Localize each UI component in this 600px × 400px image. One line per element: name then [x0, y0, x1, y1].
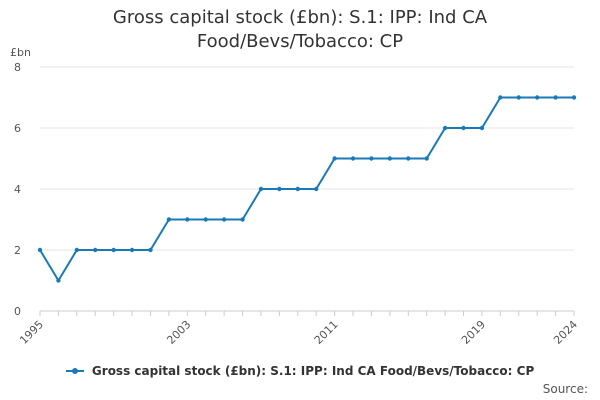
data-point[interactable]	[277, 186, 282, 192]
x-tick-label: 2011	[312, 318, 341, 347]
source-label: Source:	[542, 382, 588, 396]
data-point[interactable]	[350, 156, 356, 161]
data-point[interactable]	[295, 186, 300, 192]
data-point[interactable]	[498, 95, 503, 100]
data-point[interactable]	[553, 95, 558, 100]
data-point[interactable]	[148, 247, 153, 253]
data-point[interactable]	[461, 125, 466, 131]
data-point[interactable]	[74, 247, 80, 253]
x-tick-label: 2024	[551, 318, 580, 347]
data-point[interactable]	[203, 217, 208, 222]
legend-label: Gross capital stock (£bn): S.1: IPP: Ind…	[91, 364, 535, 378]
data-point[interactable]	[258, 186, 264, 192]
data-point[interactable]	[240, 217, 245, 222]
x-tick-label: 1995	[17, 318, 46, 347]
data-point[interactable]	[424, 156, 429, 161]
x-axis-ticks: 1995 2003 2011 2019 2024	[17, 311, 580, 347]
y-tick-label: 8	[14, 61, 21, 74]
chart-title: Gross capital stock (£bn): S.1: IPP: Ind…	[0, 6, 600, 54]
legend[interactable]: Gross capital stock (£bn): S.1: IPP: Ind…	[0, 364, 600, 378]
chart-title-line-2: Food/Bevs/Tobacco: CP	[196, 31, 404, 52]
y-tick-label: 2	[14, 244, 21, 257]
series-group	[37, 95, 577, 283]
data-point[interactable]	[387, 156, 393, 161]
data-point[interactable]	[221, 217, 227, 222]
y-tick-label: 4	[14, 183, 21, 196]
gridlines	[40, 66, 574, 251]
data-point[interactable]	[166, 217, 172, 222]
y-axis-ticks: 0 2 4 6 8	[14, 61, 21, 318]
data-point[interactable]	[93, 247, 98, 253]
legend-swatch	[65, 367, 84, 374]
data-point[interactable]	[479, 125, 485, 131]
data-point[interactable]	[571, 95, 577, 100]
x-tick-label: 2003	[164, 318, 193, 347]
data-point[interactable]	[314, 186, 319, 192]
data-point[interactable]	[332, 156, 337, 161]
data-point[interactable]	[534, 95, 540, 100]
data-point[interactable]	[516, 95, 521, 100]
data-point[interactable]	[369, 156, 374, 161]
data-point[interactable]	[442, 125, 448, 131]
y-tick-label: 0	[14, 305, 21, 318]
data-point[interactable]	[111, 247, 116, 253]
data-point[interactable]	[406, 156, 411, 161]
data-point[interactable]	[56, 278, 61, 283]
data-point[interactable]	[185, 217, 190, 222]
series-line	[39, 96, 574, 282]
x-tick-label: 2019	[459, 318, 488, 347]
y-tick-label: 6	[14, 122, 21, 135]
y-axis-unit-label: £bn	[10, 46, 31, 59]
data-point[interactable]	[129, 247, 135, 253]
chart-title-line-1: Gross capital stock (£bn): S.1: IPP: Ind…	[112, 7, 488, 28]
data-point[interactable]	[37, 247, 43, 253]
